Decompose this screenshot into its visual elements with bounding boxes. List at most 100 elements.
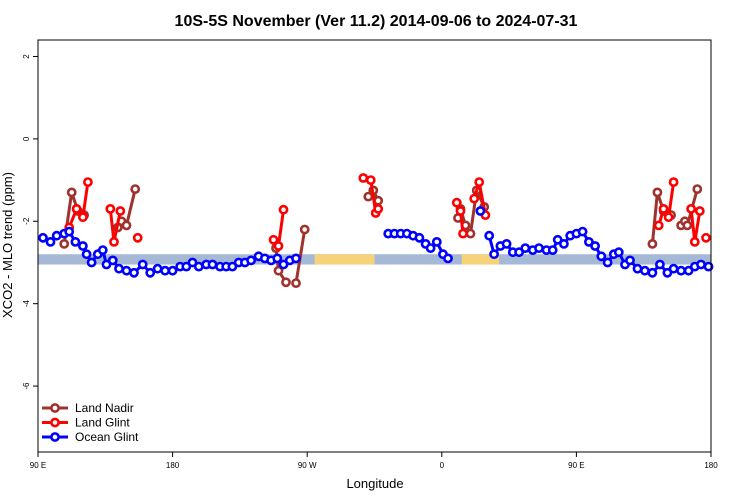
data-point [443, 253, 453, 264]
legend-marker [50, 417, 60, 428]
data-point [652, 187, 663, 198]
data-point [455, 206, 466, 216]
data-point [268, 234, 279, 245]
data-point [109, 236, 119, 247]
data-point [64, 226, 75, 237]
x-tick-label: 90 E [568, 461, 584, 470]
data-point [653, 220, 664, 231]
legend-label: Land Glint [75, 416, 130, 430]
data-point [129, 267, 139, 278]
data-point [451, 197, 462, 208]
axes: 90 E 180 90 W 0 90 E 180 2 0 -2 -4 -6 [22, 39, 718, 470]
data-point [663, 212, 674, 223]
data-point [272, 253, 283, 264]
x-tick-label: 90 E [30, 461, 46, 470]
legend-marker [50, 403, 60, 413]
data-point [647, 238, 658, 249]
x-tick-label: 90 W [298, 461, 317, 470]
data-point [474, 177, 485, 187]
data-point [38, 232, 48, 243]
data-point [489, 249, 499, 260]
data-point [299, 224, 310, 235]
data-point [78, 241, 88, 251]
data-point [547, 245, 558, 255]
data-point [278, 259, 289, 270]
data-point [121, 265, 132, 276]
data-point [358, 173, 369, 183]
legend-item: Ocean Glint [42, 430, 139, 444]
data-point [590, 241, 600, 251]
data-point [81, 249, 92, 260]
data-point [373, 203, 384, 214]
chart-title: 10S-5S November (Ver 11.2) 2014-09-06 to… [175, 13, 578, 30]
legend-marker [50, 432, 60, 442]
data-point [78, 212, 88, 223]
data-point [115, 206, 126, 216]
data-point [97, 245, 108, 255]
data-point [414, 232, 425, 243]
data-point [101, 259, 112, 270]
data-point [273, 265, 284, 276]
data-point [66, 187, 77, 198]
data-point [501, 238, 512, 249]
data-point [689, 236, 700, 247]
data-point [676, 265, 686, 276]
data-point [520, 243, 531, 253]
data-point [105, 203, 116, 214]
data-point [132, 232, 143, 243]
data-point [246, 255, 256, 266]
y-tick-label: -6 [22, 382, 31, 390]
data-point [130, 184, 141, 194]
data-point [425, 243, 436, 253]
y-tick-label: -4 [22, 300, 31, 308]
x-tick-label: 0 [440, 461, 445, 470]
data-point [613, 247, 624, 258]
data-point [682, 220, 693, 231]
data-point [701, 232, 711, 243]
data-point [71, 203, 82, 214]
data-point [668, 177, 679, 187]
data-point [193, 261, 204, 272]
series-layer [38, 173, 714, 288]
x-axis-label: Longitude [346, 476, 403, 491]
data-point [281, 277, 291, 288]
data-point [658, 203, 669, 214]
series-line [67, 181, 90, 229]
y-tick-label: 2 [22, 54, 31, 59]
data-point [137, 259, 148, 270]
data-point [668, 263, 679, 274]
data-point [187, 257, 198, 268]
x-tick-label: 180 [704, 461, 718, 470]
land-band-segment [314, 254, 375, 265]
data-point [167, 265, 178, 276]
data-point [640, 265, 650, 276]
data-point [365, 175, 376, 185]
data-point [696, 259, 706, 270]
data-point [686, 203, 696, 214]
data-point [145, 267, 156, 278]
legend-item: Land Nadir [42, 401, 134, 415]
data-point [83, 177, 93, 187]
data-point [227, 261, 238, 272]
y-axis-label: XCO2 - MLO trend (ppm) [0, 172, 15, 318]
data-point [632, 263, 643, 274]
data-point [70, 236, 81, 247]
data-point [465, 228, 476, 239]
data-point [647, 267, 658, 278]
data-point [484, 230, 495, 241]
plot-frame [37, 39, 712, 453]
data-point [278, 204, 289, 215]
data-point [703, 261, 714, 272]
data-point [692, 184, 703, 194]
background-band [38, 254, 711, 265]
legend-item: Land Glint [42, 416, 130, 430]
data-point [107, 255, 118, 266]
data-point [291, 253, 301, 264]
data-point [431, 236, 442, 247]
data-point [291, 278, 301, 288]
data-point [45, 236, 56, 247]
data-point [655, 259, 665, 270]
y-tick-label: 0 [22, 136, 31, 141]
